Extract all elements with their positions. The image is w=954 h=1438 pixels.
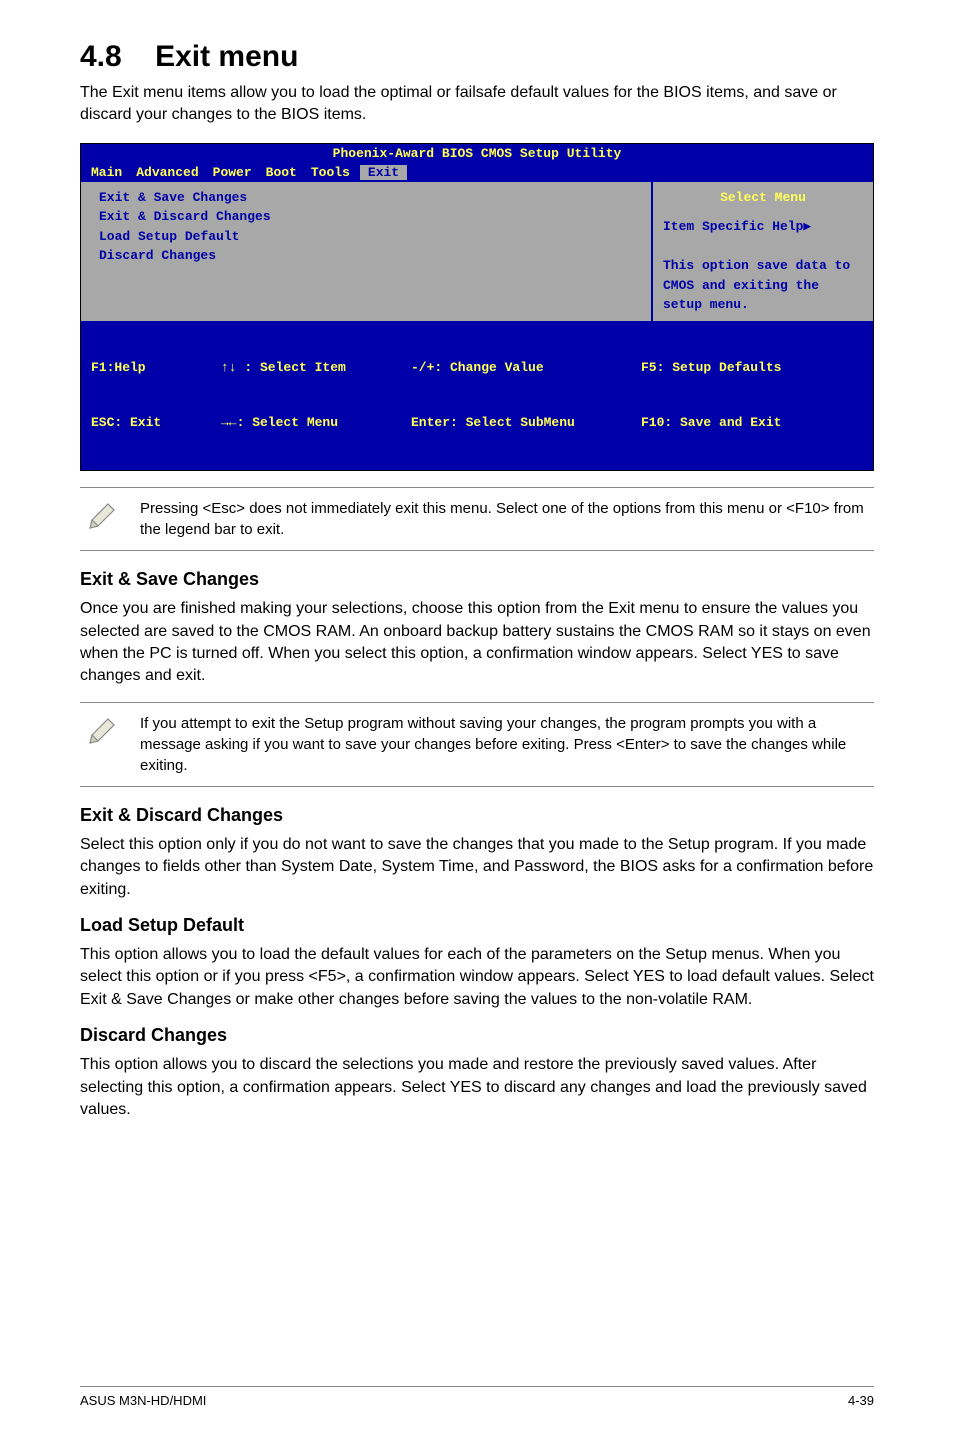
bios-tab-boot: Boot <box>266 165 297 180</box>
paragraph-discard: Select this option only if you do not wa… <box>80 834 874 901</box>
bios-key-hint: ESC: Exit <box>91 414 221 432</box>
bios-footer-col: ↑↓ : Select Item →←: Select Menu <box>221 323 411 469</box>
section-heading: 4.8 Exit menu <box>80 40 874 74</box>
note-text: If you attempt to exit the Setup program… <box>140 713 870 776</box>
bios-tab-tools: Tools <box>311 165 350 180</box>
bios-select-menu-label: Select Menu <box>663 188 863 208</box>
subheading-load: Load Setup Default <box>80 915 874 936</box>
note-box: Pressing <Esc> does not immediately exit… <box>80 487 874 551</box>
bios-right-pane: Select Menu Item Specific Help▶ This opt… <box>653 182 873 321</box>
bios-body: Exit & Save Changes Exit & Discard Chang… <box>81 182 873 321</box>
bios-left-pane: Exit & Save Changes Exit & Discard Chang… <box>81 182 653 321</box>
bios-title: Phoenix-Award BIOS CMOS Setup Utility <box>81 144 873 163</box>
bios-key-hint: -/+: Change Value <box>411 359 641 377</box>
bios-tab-main: Main <box>91 165 122 180</box>
bios-tab-advanced: Advanced <box>136 165 198 180</box>
bios-footer-col: -/+: Change Value Enter: Select SubMenu <box>411 323 641 469</box>
bios-key-hint: ↑↓ : Select Item <box>221 359 411 377</box>
footer-product: ASUS M3N-HD/HDMI <box>80 1393 206 1408</box>
pencil-icon <box>84 498 124 534</box>
note-text: Pressing <Esc> does not immediately exit… <box>140 498 870 540</box>
section-number: 4.8 <box>80 40 122 73</box>
bios-screenshot: Phoenix-Award BIOS CMOS Setup Utility Ma… <box>80 143 874 472</box>
bios-item: Exit & Discard Changes <box>99 207 639 227</box>
bios-tab-exit: Exit <box>360 165 407 180</box>
bios-footer-col: F5: Setup Defaults F10: Save and Exit <box>641 323 863 469</box>
bios-help-header: Item Specific Help▶ <box>663 217 863 237</box>
bios-menu-bar: Main Advanced Power Boot Tools Exit <box>81 163 873 182</box>
bios-tab-power: Power <box>213 165 252 180</box>
bios-key-hint: F1:Help <box>91 359 221 377</box>
bios-footer-bar: F1:Help ESC: Exit ↑↓ : Select Item →←: S… <box>81 321 873 471</box>
footer-page-number: 4-39 <box>848 1393 874 1408</box>
bios-key-hint: →←: Select Menu <box>221 414 411 432</box>
bios-item: Exit & Save Changes <box>99 188 639 208</box>
page-footer: ASUS M3N-HD/HDMI 4-39 <box>80 1386 874 1408</box>
intro-text: The Exit menu items allow you to load th… <box>80 82 874 127</box>
bios-item: Discard Changes <box>99 246 639 266</box>
section-title: Exit menu <box>155 40 298 73</box>
pencil-icon <box>84 713 124 749</box>
subheading-save: Exit & Save Changes <box>80 569 874 590</box>
bios-help-body: This option save data to CMOS and exitin… <box>663 256 863 315</box>
bios-key-hint: Enter: Select SubMenu <box>411 414 641 432</box>
bios-key-hint: F5: Setup Defaults <box>641 359 863 377</box>
bios-item: Load Setup Default <box>99 227 639 247</box>
paragraph-load: This option allows you to load the defau… <box>80 944 874 1011</box>
bios-footer-col: F1:Help ESC: Exit <box>91 323 221 469</box>
subheading-discard-changes: Discard Changes <box>80 1025 874 1046</box>
paragraph-save: Once you are finished making your select… <box>80 598 874 688</box>
note-box: If you attempt to exit the Setup program… <box>80 702 874 787</box>
paragraph-discard-changes: This option allows you to discard the se… <box>80 1054 874 1121</box>
bios-key-hint: F10: Save and Exit <box>641 414 863 432</box>
subheading-discard: Exit & Discard Changes <box>80 805 874 826</box>
